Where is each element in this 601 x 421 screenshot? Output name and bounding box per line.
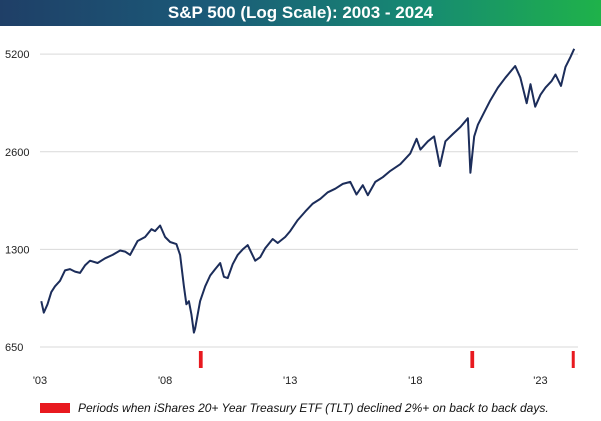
legend-swatch bbox=[40, 403, 70, 413]
x-tick-label: '03 bbox=[33, 375, 47, 387]
chart-title: S&P 500 (Log Scale): 2003 - 2024 bbox=[0, 0, 601, 26]
x-tick-label: '13 bbox=[283, 375, 297, 387]
highlight-bar bbox=[198, 351, 203, 368]
y-tick-label: 650 bbox=[5, 342, 23, 354]
y-tick-label: 1300 bbox=[5, 244, 29, 256]
y-tick-label: 2600 bbox=[5, 147, 29, 159]
highlight-bars bbox=[198, 351, 575, 368]
grid-lines bbox=[40, 53, 578, 348]
x-tick-label: '23 bbox=[533, 375, 547, 387]
highlight-bar bbox=[571, 351, 575, 368]
y-axis-ticks: 650 1300 2600 5200 bbox=[5, 49, 29, 354]
series-lines bbox=[40, 48, 576, 334]
x-axis-ticks: '03 '08 '13 '18 '23 bbox=[33, 375, 548, 387]
y-tick-label: 5200 bbox=[5, 49, 29, 61]
x-tick-label: '08 bbox=[158, 375, 172, 387]
legend-label: Periods when iShares 20+ Year Treasury E… bbox=[78, 401, 549, 415]
legend: Periods when iShares 20+ Year Treasury E… bbox=[40, 400, 549, 416]
x-tick-label: '18 bbox=[408, 375, 422, 387]
sp500-line bbox=[40, 48, 576, 334]
chart-area: 650 1300 2600 5200 '03 '08 '13 '18 '23 bbox=[5, 48, 578, 387]
highlight-bar bbox=[470, 351, 475, 368]
